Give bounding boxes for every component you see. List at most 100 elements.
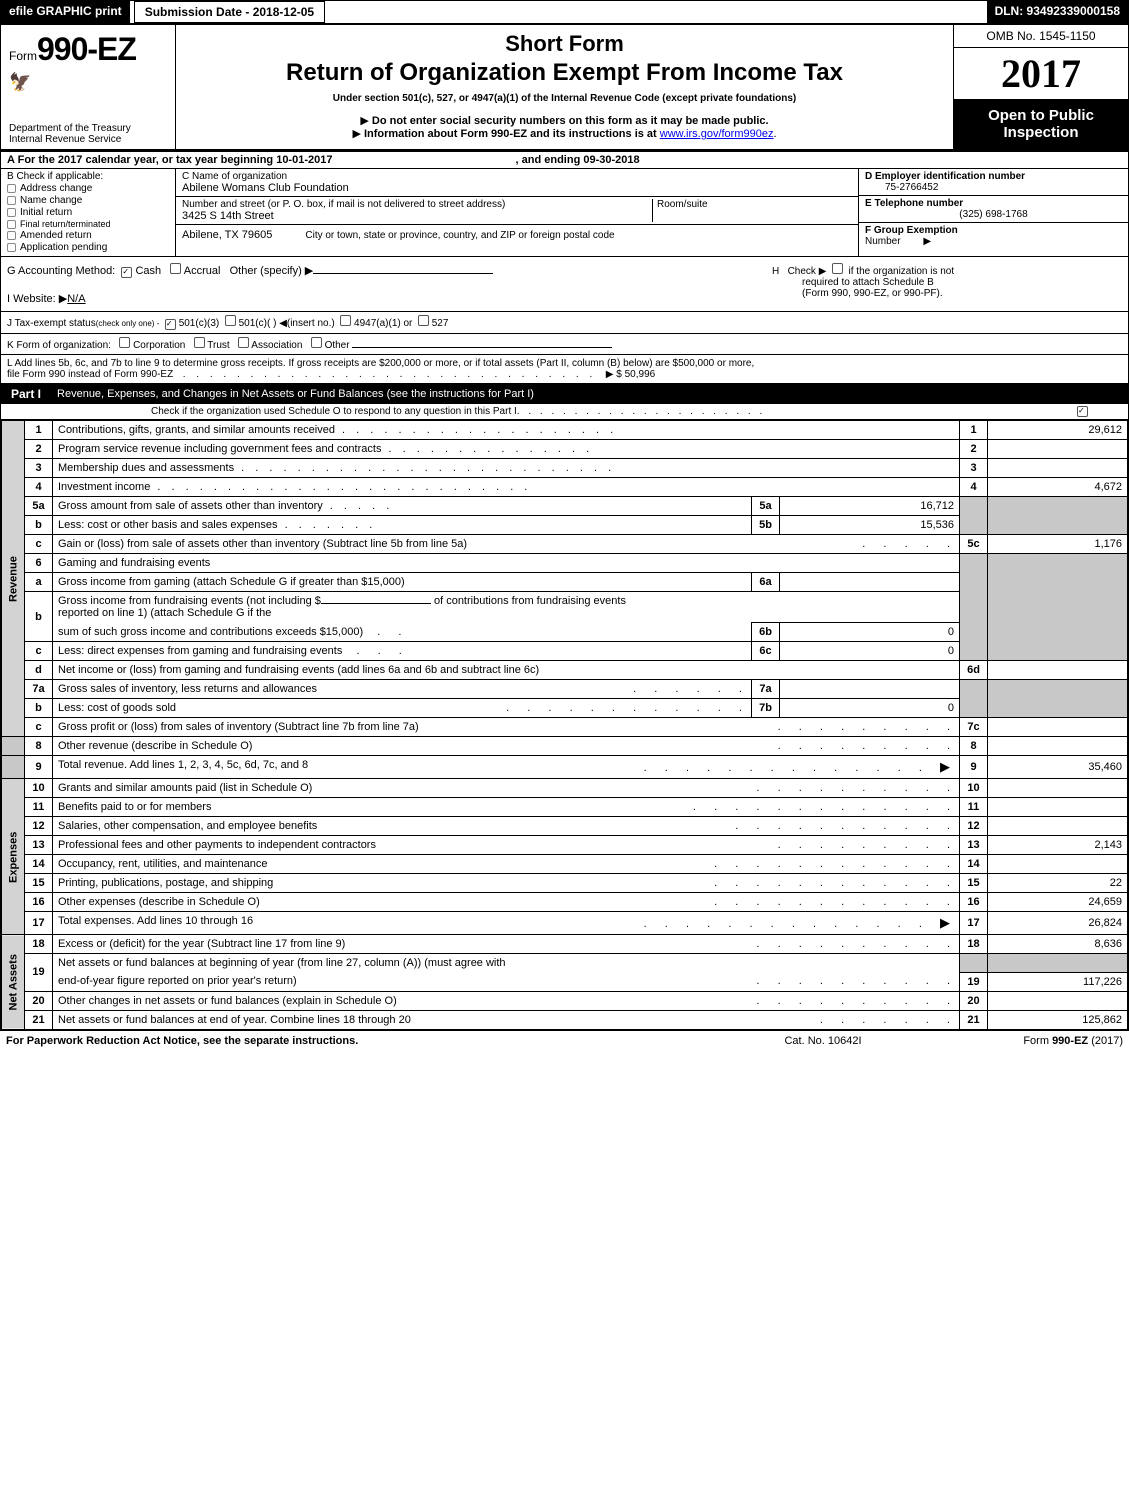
l5a-desc: Gross amount from sale of assets other t… bbox=[58, 500, 323, 512]
check-application-pending[interactable]: Application pending bbox=[7, 242, 169, 253]
accrual-label: Accrual bbox=[184, 265, 221, 277]
line-19-2: end-of-year figure reported on prior yea… bbox=[2, 972, 1128, 991]
check-527[interactable] bbox=[418, 315, 429, 326]
l-text1: Add lines 5b, 6c, and 7b to line 9 to de… bbox=[14, 358, 754, 369]
form990ez-link[interactable]: www.irs.gov/form990ez bbox=[660, 128, 774, 140]
h-not: not bbox=[940, 266, 954, 277]
check-final-return[interactable]: Final return/terminated bbox=[7, 219, 169, 229]
line-9: 9 Total revenue. Add lines 1, 2, 3, 4, 5… bbox=[2, 756, 1128, 779]
footer-catno: Cat. No. 10642I bbox=[723, 1035, 923, 1047]
l9-desc-bold: Total revenue. bbox=[58, 759, 127, 771]
l6d-rn: 6d bbox=[960, 661, 988, 680]
return-title: Return of Organization Exempt From Incom… bbox=[186, 59, 943, 87]
l3-desc: Membership dues and assessments bbox=[58, 462, 234, 474]
j-opt3: 4947(a)(1) or bbox=[354, 318, 412, 329]
k-label: K bbox=[7, 340, 14, 351]
l1-desc: Contributions, gifts, grants, and simila… bbox=[58, 424, 335, 436]
line-18: Net Assets 18 Excess or (deficit) for th… bbox=[2, 935, 1128, 954]
l3-rn: 3 bbox=[960, 459, 988, 478]
c-city-label: City or town, state or province, country… bbox=[305, 230, 614, 241]
l7b-num: b bbox=[25, 699, 53, 718]
l18-desc: Excess or (deficit) for the year (Subtra… bbox=[58, 938, 345, 950]
l6a-sn: 6a bbox=[752, 573, 780, 592]
check-other-org[interactable] bbox=[311, 337, 322, 348]
j-sub: (check only one) - bbox=[96, 319, 160, 328]
check-schedule-o[interactable] bbox=[1077, 406, 1088, 417]
check-address-change[interactable]: Address change bbox=[7, 183, 169, 194]
l3-num: 3 bbox=[25, 459, 53, 478]
check-name-change[interactable]: Name change bbox=[7, 195, 169, 206]
check-name-change-label: Name change bbox=[20, 195, 82, 206]
line-5c: c Gain or (loss) from sale of assets oth… bbox=[2, 535, 1128, 554]
check-amended-return[interactable]: Amended return bbox=[7, 230, 169, 241]
l5c-desc: Gain or (loss) from sale of assets other… bbox=[58, 538, 467, 550]
row-g-h-i: G Accounting Method: Cash Accrual Other … bbox=[1, 257, 1128, 312]
l6b-desc1: Gross income from fundraising events (no… bbox=[58, 595, 321, 607]
efile-print-label[interactable]: efile GRAPHIC print bbox=[1, 1, 130, 23]
line-6b-1: b Gross income from fundraising events (… bbox=[2, 592, 1128, 623]
l2-rn: 2 bbox=[960, 440, 988, 459]
l12-desc: Salaries, other compensation, and employ… bbox=[58, 820, 317, 832]
check-schedule-b[interactable] bbox=[832, 263, 843, 274]
check-cash[interactable] bbox=[121, 267, 132, 278]
l6b-desc3: reported on line 1) (attach Schedule G i… bbox=[58, 607, 271, 619]
l14-num: 14 bbox=[25, 855, 53, 874]
other-org-input[interactable] bbox=[352, 347, 612, 348]
l6b-value: 0 bbox=[780, 623, 960, 642]
l19-desc2: end-of-year figure reported on prior yea… bbox=[58, 975, 297, 987]
c-name-label: Name of organization bbox=[192, 171, 287, 182]
check-accrual[interactable] bbox=[170, 263, 181, 274]
check-initial-return[interactable]: Initial return bbox=[7, 207, 169, 218]
line-6b-2: sum of such gross income and contributio… bbox=[2, 623, 1128, 642]
h-text2: if the organization is bbox=[849, 266, 941, 277]
header-right: OMB No. 1545-1150 2017 Open to Public In… bbox=[953, 25, 1128, 149]
j-opt4: 527 bbox=[432, 318, 449, 329]
l1-value: 29,612 bbox=[988, 421, 1128, 440]
check-trust[interactable] bbox=[194, 337, 205, 348]
l18-value: 8,636 bbox=[988, 935, 1128, 954]
h-text3: required to attach Schedule B bbox=[772, 277, 1122, 288]
l15-desc: Printing, publications, postage, and shi… bbox=[58, 877, 273, 889]
line-6d: d Net income or (loss) from gaming and f… bbox=[2, 661, 1128, 680]
check-final-return-label: Final return/terminated bbox=[20, 219, 111, 229]
bullet-info-post: . bbox=[773, 128, 776, 140]
l17-rn: 17 bbox=[960, 912, 988, 935]
l16-value: 24,659 bbox=[988, 893, 1128, 912]
line-12: 12 Salaries, other compensation, and emp… bbox=[2, 817, 1128, 836]
l13-desc: Professional fees and other payments to … bbox=[58, 839, 376, 851]
l18-rn: 18 bbox=[960, 935, 988, 954]
l6a-desc: Gross income from gaming (attach Schedul… bbox=[58, 576, 405, 588]
other-label: Other (specify) ▶ bbox=[230, 265, 314, 277]
tax-year: 2017 bbox=[954, 48, 1128, 99]
check-association[interactable] bbox=[238, 337, 249, 348]
l19-value: 117,226 bbox=[988, 972, 1128, 991]
l6d-value bbox=[988, 661, 1128, 680]
l2-num: 2 bbox=[25, 440, 53, 459]
l5c-num: c bbox=[25, 535, 53, 554]
l8-value bbox=[988, 737, 1128, 756]
form-number-block: Form 990-EZ bbox=[9, 31, 167, 68]
l15-value: 22 bbox=[988, 874, 1128, 893]
l6b-blank[interactable] bbox=[321, 603, 431, 604]
l16-num: 16 bbox=[25, 893, 53, 912]
l6-desc: Gaming and fundraising events bbox=[58, 557, 210, 569]
part1-title-sub: (see the instructions for Part I) bbox=[387, 388, 534, 400]
other-specify-input[interactable] bbox=[313, 273, 493, 274]
check-4947[interactable] bbox=[340, 315, 351, 326]
check-501c3[interactable] bbox=[165, 319, 176, 330]
check-corporation[interactable] bbox=[119, 337, 130, 348]
l9-rn: 9 bbox=[960, 756, 988, 779]
line-13: 13 Professional fees and other payments … bbox=[2, 836, 1128, 855]
netassets-sidebar: Net Assets bbox=[2, 935, 25, 1030]
line-5b: b Less: cost or other basis and sales ex… bbox=[2, 516, 1128, 535]
l12-rn: 12 bbox=[960, 817, 988, 836]
ein-value: 75-2766452 bbox=[865, 182, 1122, 193]
l20-rn: 20 bbox=[960, 991, 988, 1010]
check-initial-return-label: Initial return bbox=[20, 207, 72, 218]
line-15: 15 Printing, publications, postage, and … bbox=[2, 874, 1128, 893]
check-501c[interactable] bbox=[225, 315, 236, 326]
part1-table: Revenue 1 Contributions, gifts, grants, … bbox=[1, 420, 1128, 1030]
column-c: C Name of organization Abilene Womans Cl… bbox=[176, 169, 858, 256]
l20-num: 20 bbox=[25, 991, 53, 1010]
line-5a: 5a Gross amount from sale of assets othe… bbox=[2, 497, 1128, 516]
